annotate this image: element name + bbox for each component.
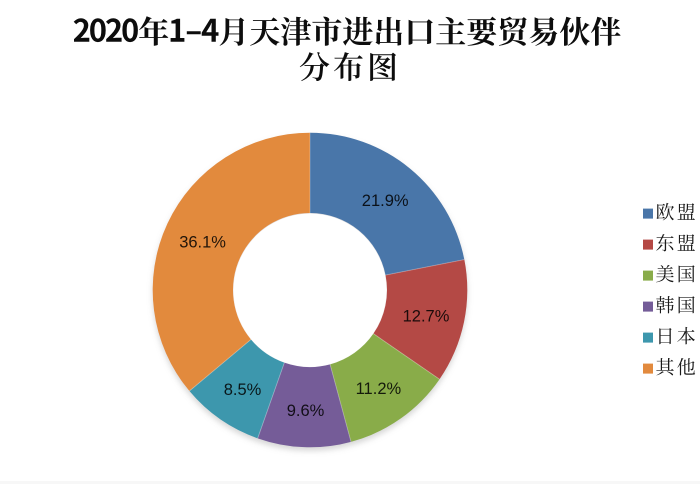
- svg-text:11.2%: 11.2%: [356, 380, 402, 398]
- svg-text:12.7%: 12.7%: [403, 307, 450, 325]
- svg-text:8.5%: 8.5%: [224, 381, 262, 399]
- svg-text:9.6%: 9.6%: [287, 402, 325, 420]
- svg-text:36.1%: 36.1%: [179, 233, 226, 251]
- svg-text:21.9%: 21.9%: [362, 192, 409, 210]
